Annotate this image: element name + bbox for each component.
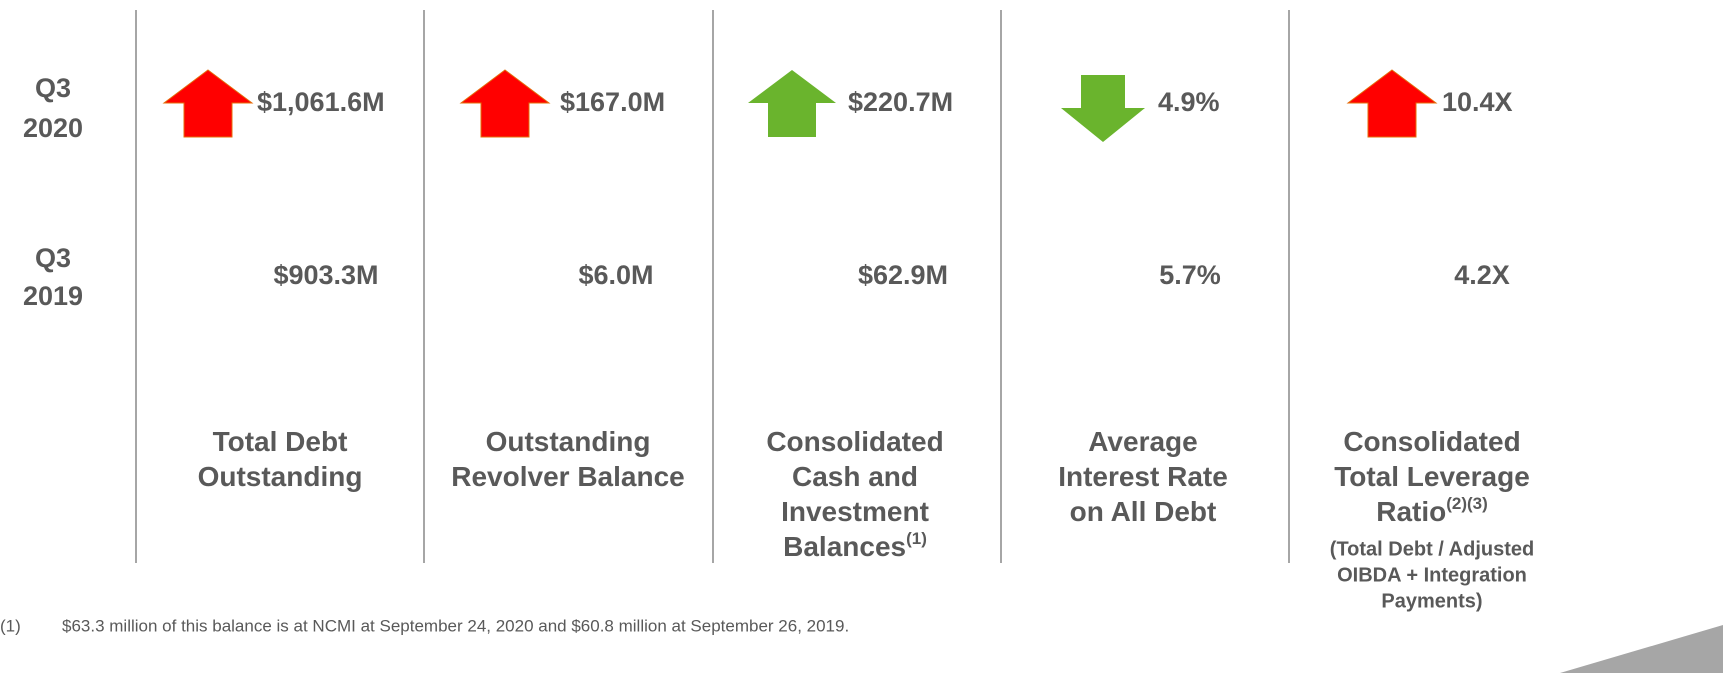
row-label: 2020 — [23, 113, 83, 143]
metric-label-line: Outstanding — [198, 461, 363, 492]
metric-label: Interest Rate — [1058, 461, 1228, 492]
metric-label: Total Leverage — [1334, 461, 1530, 492]
trend-arrow — [459, 69, 551, 138]
metric-label: Revolver Balance — [451, 461, 684, 492]
metric-label-line: on All Debt — [1070, 496, 1217, 527]
row-label: Q3 — [35, 243, 71, 273]
metric-label-line: Total Debt — [213, 426, 348, 457]
trend-arrow — [1061, 75, 1145, 142]
footnote-text: $63.3 million of this balance is at NCMI… — [62, 616, 849, 635]
prior-value: $6.0M — [578, 260, 653, 290]
metric-label-line: Consolidated — [1343, 426, 1520, 457]
trend-arrow — [748, 70, 836, 137]
metric-label-line: Total Leverage — [1334, 461, 1530, 492]
metric-label-line: Ratio — [1376, 496, 1446, 527]
metric-label: Consolidated — [1343, 426, 1520, 457]
label-note: (1) — [906, 529, 927, 548]
metric-sublabel: (Total Debt / Adjusted — [1330, 538, 1534, 560]
metric-label-line: Revolver Balance — [451, 461, 684, 492]
metric-label-line: Average — [1088, 426, 1197, 457]
prior-value: 5.7% — [1159, 260, 1221, 290]
metric-label: Ratio(2)(3) — [1376, 494, 1488, 527]
prior-value: $62.9M — [858, 260, 948, 290]
metric-label: Cash and — [792, 461, 918, 492]
footnote-marker: (1) — [0, 616, 21, 635]
metric-label-line: Cash and — [792, 461, 918, 492]
current-value: $167.0M — [560, 87, 665, 117]
metric-label: on All Debt — [1070, 496, 1217, 527]
row-label: 2019 — [23, 281, 83, 311]
label-note: (2)(3) — [1446, 494, 1488, 513]
current-value: $220.7M — [848, 87, 953, 117]
metric-label: Balances(1) — [783, 529, 927, 562]
metric-label: Outstanding — [198, 461, 363, 492]
metric-label-line: Consolidated — [766, 426, 943, 457]
metric-label: Outstanding — [486, 426, 651, 457]
trend-arrow — [162, 69, 254, 138]
metric-label: Consolidated — [766, 426, 943, 457]
corner-decoration — [1560, 625, 1723, 673]
metric-label-line: Interest Rate — [1058, 461, 1228, 492]
prior-value: 4.2X — [1454, 260, 1510, 290]
metric-label: Total Debt — [213, 426, 348, 457]
metric-label: Investment — [781, 496, 929, 527]
metric-sublabel: Payments) — [1381, 590, 1482, 612]
metric-sublabel: OIBDA + Integration — [1337, 564, 1527, 586]
current-value: 10.4X — [1442, 87, 1513, 117]
current-value: $1,061.6M — [257, 87, 385, 117]
trend-arrow — [1346, 69, 1438, 138]
metric-label-line: Investment — [781, 496, 929, 527]
row-label: Q3 — [35, 73, 71, 103]
prior-value: $903.3M — [273, 260, 378, 290]
current-value: 4.9% — [1158, 87, 1220, 117]
metric-label-line: Outstanding — [486, 426, 651, 457]
metric-label: Average — [1088, 426, 1197, 457]
metric-label-line: Balances — [783, 531, 906, 562]
